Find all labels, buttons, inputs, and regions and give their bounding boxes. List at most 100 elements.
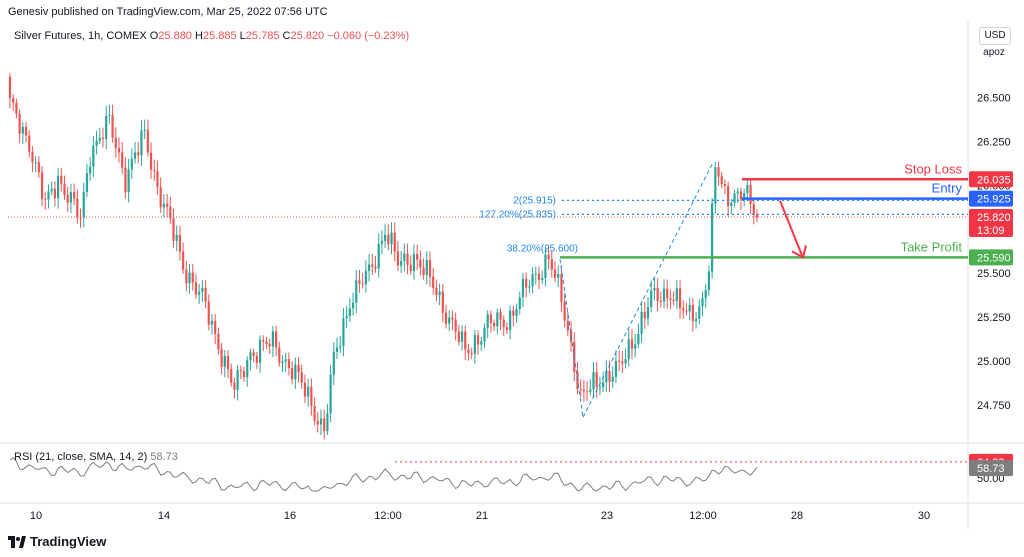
candle-body [323, 418, 326, 432]
candle-body [480, 341, 483, 345]
candle-body [614, 360, 618, 377]
candle-body [143, 129, 146, 131]
candles [8, 73, 759, 440]
current-price-tag: 25.820 [977, 212, 1011, 224]
candle-body [137, 152, 140, 156]
candle-body [489, 314, 493, 324]
candle-body [650, 290, 653, 308]
candle-body [242, 371, 246, 378]
tradingview-logo[interactable]: TradingView [8, 534, 106, 549]
candle-body [557, 273, 560, 278]
candle-body [63, 183, 66, 196]
candle-body [669, 298, 672, 300]
candle-body [191, 272, 194, 283]
candle-body [335, 347, 339, 352]
candle-body [185, 269, 188, 284]
candle-body [326, 413, 329, 432]
candle-body [130, 158, 133, 170]
entry-tag-bg [969, 190, 1013, 207]
candle-body [18, 113, 21, 134]
fib-2-label: 2(25.915) [513, 195, 556, 206]
candle-body [367, 264, 371, 271]
candle-body [416, 254, 419, 260]
candle-body [127, 169, 130, 193]
candle-body [214, 320, 217, 335]
candle-body [701, 298, 704, 307]
candle-body [271, 331, 274, 347]
candle-body [582, 389, 585, 392]
candle-body [21, 126, 24, 134]
scale-button[interactable]: apoz [979, 45, 1009, 61]
fib-leg-1 [559, 259, 584, 418]
candle-body [300, 372, 303, 383]
price-chart[interactable]: 2(25.915) 127.20%(25.835) 38.20%(25.600) St… [0, 0, 1024, 530]
candle-body [268, 343, 271, 347]
candle-body [149, 152, 153, 170]
publisher-line: Genesiv published on TradingView.com, Ma… [8, 6, 328, 18]
candle-body [316, 420, 319, 425]
candle-body [460, 331, 464, 342]
candle-body [493, 323, 496, 327]
candle-body [194, 282, 198, 295]
candle-body [653, 287, 656, 291]
candle-body [108, 115, 111, 117]
candle-body [515, 309, 518, 316]
y-tick-label: 25.000 [977, 356, 1011, 368]
rsi-legend: RSI (21, close, SMA, 14, 2) 58.73 [14, 451, 178, 463]
candle-body [204, 287, 207, 302]
candle-body [172, 218, 175, 241]
candle-body [739, 191, 743, 200]
candle-body [66, 195, 69, 203]
candle-body [678, 288, 682, 309]
candle-body [60, 175, 63, 184]
candle-body [393, 232, 396, 252]
candle-body [608, 370, 611, 382]
candle-body [342, 318, 345, 347]
candle-body [258, 339, 262, 363]
candle-body [374, 266, 377, 269]
candle-body [284, 359, 287, 362]
fib-382-label: 38.20%(25.600) [507, 244, 578, 255]
candle-body [345, 316, 348, 319]
candle-body [662, 288, 666, 302]
candle-body [589, 389, 592, 392]
candle-body [233, 382, 236, 390]
candle-body [56, 175, 60, 199]
candle-body [73, 192, 76, 199]
candle-body [297, 364, 300, 373]
candle-body [717, 167, 720, 177]
candle-body [165, 203, 169, 207]
candle-body [553, 269, 557, 278]
candle-body [595, 372, 598, 388]
candle-body [364, 270, 367, 285]
candle-body [646, 307, 650, 319]
candle-body [425, 260, 428, 275]
rsi-line [9, 457, 758, 492]
candle-body [226, 355, 230, 370]
candle-body [8, 76, 12, 99]
currency-button[interactable]: USD [979, 27, 1011, 45]
candle-body [89, 166, 92, 174]
candle-body [24, 126, 28, 136]
candle-body [207, 301, 210, 325]
candle-body [698, 306, 701, 319]
candle-body [380, 241, 383, 244]
change-value: −0.060 (−0.23%) [327, 30, 410, 42]
candle-body [419, 259, 422, 268]
candle-body [31, 151, 34, 163]
candle-body [92, 145, 95, 167]
candle-body [406, 253, 409, 265]
candle-body [403, 253, 406, 262]
rsi-value-tag: 58.73 [977, 463, 1005, 475]
candle-body [659, 300, 662, 302]
candle-body [101, 137, 105, 139]
candle-body [566, 320, 569, 331]
candle-body [694, 318, 698, 322]
candle-body [640, 311, 643, 334]
candle-body [262, 339, 265, 342]
candle-body [371, 264, 374, 267]
candle-body [483, 327, 486, 342]
candle-body [727, 185, 730, 207]
candle-body [605, 370, 608, 383]
candle-body [723, 184, 727, 186]
